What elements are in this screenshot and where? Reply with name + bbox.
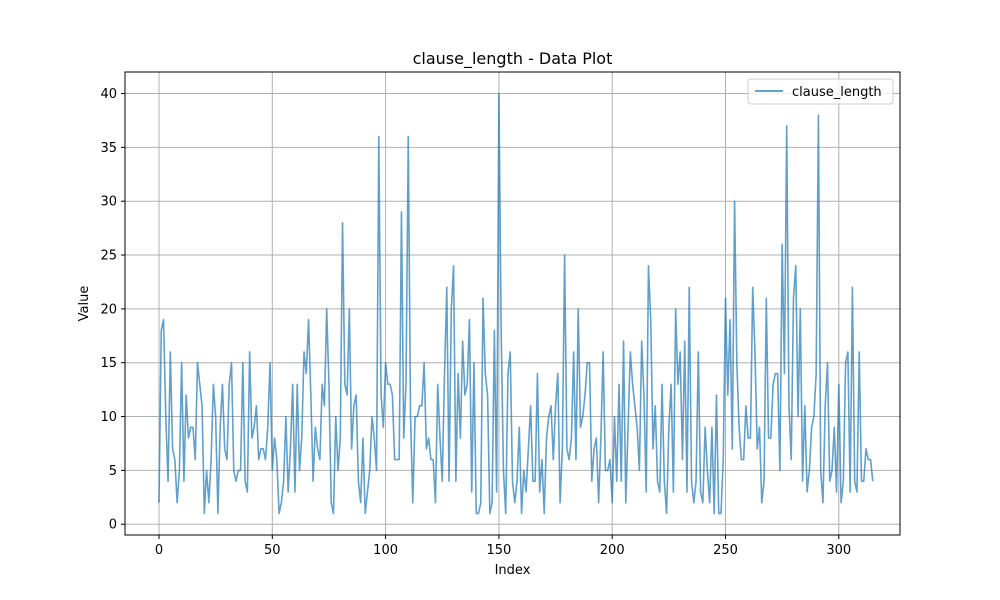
y-axis: 0 5 10 15 20 25 30 35 40 xyxy=(100,87,125,533)
x-tick-label: 150 xyxy=(486,543,511,558)
plot-frame xyxy=(124,71,901,536)
x-tick-label: 300 xyxy=(826,543,851,558)
y-tick-label: 20 xyxy=(100,302,117,317)
y-axis-label: Value xyxy=(77,286,92,322)
series-layer xyxy=(158,92,874,515)
y-tick-label: 10 xyxy=(100,410,117,425)
y-tick-label: 5 xyxy=(109,464,117,479)
x-tick-label: 250 xyxy=(713,543,738,558)
y-tick-label: 0 xyxy=(109,518,117,533)
legend: clause_length xyxy=(747,78,894,105)
grid-lines xyxy=(125,72,900,535)
y-tick-label: 35 xyxy=(100,141,117,156)
y-tick-label: 30 xyxy=(100,195,117,210)
x-tick-label: 50 xyxy=(264,543,281,558)
x-tick-label: 100 xyxy=(373,543,398,558)
legend-box xyxy=(747,78,894,105)
chart-title: clause_length - Data Plot xyxy=(413,49,613,69)
x-tick-label: 0 xyxy=(155,543,163,558)
y-tick-label: 25 xyxy=(100,249,117,264)
legend-entry-label: clause_length xyxy=(792,85,882,100)
y-tick-label: 40 xyxy=(100,87,117,102)
y-tick-label: 15 xyxy=(100,356,117,371)
x-tick-label: 200 xyxy=(600,543,625,558)
x-axis-label: Index xyxy=(495,563,531,578)
series-line-clause_length xyxy=(158,92,874,515)
x-axis: 0 50 100 150 200 250 300 xyxy=(155,535,851,558)
